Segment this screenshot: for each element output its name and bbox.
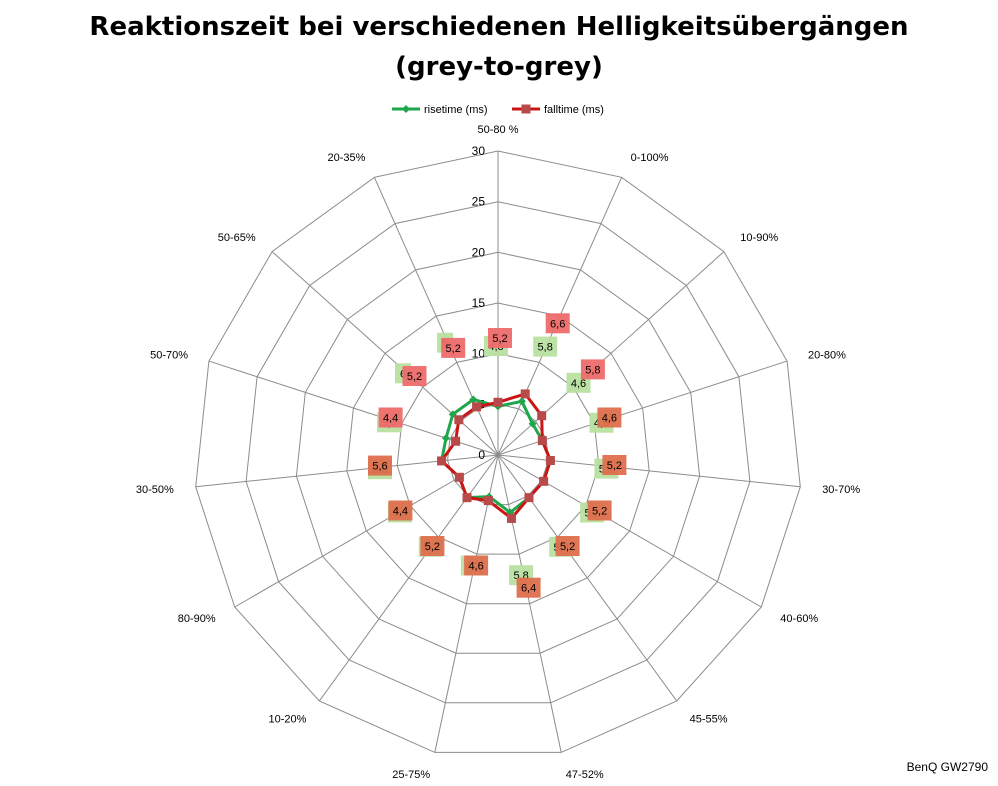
series-marker: [520, 389, 530, 399]
series-marker: [506, 513, 516, 523]
data-label-box: [378, 407, 403, 428]
data-label-box: [597, 407, 622, 428]
legend-label: falltime (ms): [544, 104, 604, 116]
category-label: 47-52%: [566, 769, 604, 781]
legend-marker: [402, 105, 410, 113]
data-label: 5,2: [446, 343, 461, 355]
grid-spoke: [318, 454, 499, 702]
series-marker: [517, 397, 526, 406]
data-label-box: [402, 366, 427, 386]
data-label-box: [368, 455, 392, 476]
category-label: 80-90%: [178, 613, 216, 625]
category-label: 0-100%: [631, 152, 669, 164]
data-label: 4,6: [571, 378, 586, 390]
series-marker: [524, 493, 534, 503]
category-label: 10-20%: [268, 714, 306, 726]
legend-label: risetime (ms): [424, 104, 488, 116]
tick-label: 25: [472, 195, 486, 209]
series-marker: [469, 395, 478, 404]
legend-marker: [521, 104, 531, 114]
tick-label: 10: [472, 347, 486, 361]
grid-spoke: [208, 360, 499, 456]
data-label: 5,2: [607, 460, 622, 472]
data-label: 5,8: [585, 364, 600, 376]
data-label-box: [602, 455, 627, 475]
data-label-box: [388, 500, 413, 521]
data-label: 5,2: [592, 506, 607, 518]
series-marker: [493, 397, 503, 407]
tick-label: 0: [478, 448, 485, 462]
data-label: 5,2: [425, 541, 440, 553]
series-marker: [528, 419, 537, 428]
series-marker: [537, 411, 547, 421]
grid-ring: [195, 150, 801, 753]
category-label: 30-50%: [136, 484, 174, 496]
tick-label: 15: [472, 296, 486, 310]
series-line: [440, 398, 552, 514]
series-line: [440, 392, 552, 520]
series-marker: [441, 434, 450, 443]
data-label-box: [533, 336, 558, 357]
data-label: 4,4: [383, 413, 398, 425]
grid-ring: [295, 251, 701, 654]
category-label: 50-70%: [150, 349, 188, 361]
grid-spoke: [195, 454, 499, 488]
tick-label: 20: [472, 245, 486, 259]
data-label: 5,2: [560, 541, 575, 553]
data-label-box: [580, 359, 605, 380]
grid-spoke: [497, 251, 725, 456]
chart-title: Reaktionszeit bei verschiedenen Helligke…: [89, 12, 909, 42]
data-label: 4,4: [393, 506, 408, 518]
data-label: 6,6: [550, 318, 565, 330]
series-marker: [437, 456, 447, 466]
series-marker: [462, 493, 472, 503]
category-label: 20-80%: [808, 349, 846, 361]
grid-ring: [245, 201, 751, 704]
tick-label: 30: [472, 144, 486, 158]
category-label: 45-55%: [690, 714, 728, 726]
category-label: 40-60%: [780, 613, 818, 625]
category-label: 30-70%: [822, 484, 860, 496]
category-label: 10-90%: [740, 232, 778, 244]
data-label: 5,8: [538, 342, 553, 354]
data-label-box: [516, 577, 541, 598]
data-label-box: [441, 337, 466, 358]
series-marker: [454, 415, 464, 425]
grid-spoke: [234, 454, 499, 608]
data-label-box: [555, 536, 580, 556]
series-marker: [545, 456, 555, 466]
category-label: 25-75%: [392, 769, 430, 781]
series-marker: [539, 476, 549, 486]
grid-spoke: [497, 454, 562, 753]
category-label: 50-80 %: [478, 124, 519, 136]
data-label-box: [545, 313, 570, 334]
series-marker: [451, 436, 461, 446]
data-label: 4,6: [468, 561, 483, 573]
grid-ring: [396, 353, 600, 555]
category-label: 20-35%: [327, 152, 365, 164]
data-label-box: [420, 536, 445, 556]
data-label: 5,6: [372, 461, 387, 473]
data-label: 6,4: [521, 583, 536, 595]
data-label-box: [488, 328, 512, 348]
data-label-box: [587, 500, 612, 521]
chart-subtitle: (grey-to-grey): [395, 52, 603, 82]
series-marker: [483, 496, 493, 506]
watermark: BenQ GW2790: [906, 760, 988, 774]
series-marker: [454, 472, 464, 482]
series-marker: [472, 402, 482, 412]
data-label-box: [464, 555, 489, 576]
category-label: 50-65%: [218, 232, 256, 244]
data-label: 5,2: [407, 371, 422, 383]
series-marker: [537, 436, 547, 446]
grid-ring: [346, 302, 650, 605]
data-label: 4,6: [602, 413, 617, 425]
data-label: 5,2: [492, 333, 507, 345]
